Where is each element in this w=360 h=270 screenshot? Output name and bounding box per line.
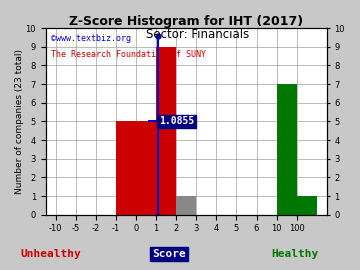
Text: Sector: Financials: Sector: Financials [147, 28, 249, 41]
Bar [176, 196, 196, 215]
Text: Score: Score [152, 249, 186, 259]
Bar [156, 47, 176, 215]
Text: ©www.textbiz.org: ©www.textbiz.org [51, 33, 131, 43]
Text: Unhealthy: Unhealthy [20, 249, 81, 259]
Text: The Research Foundation of SUNY: The Research Foundation of SUNY [51, 50, 206, 59]
Text: Healthy: Healthy [271, 249, 319, 259]
Title: Z-Score Histogram for IHT (2017): Z-Score Histogram for IHT (2017) [69, 15, 303, 28]
Bar [276, 84, 297, 215]
Text: 1.0855: 1.0855 [159, 116, 194, 126]
Y-axis label: Number of companies (23 total): Number of companies (23 total) [15, 49, 24, 194]
Bar [297, 196, 317, 215]
Bar [116, 121, 156, 215]
